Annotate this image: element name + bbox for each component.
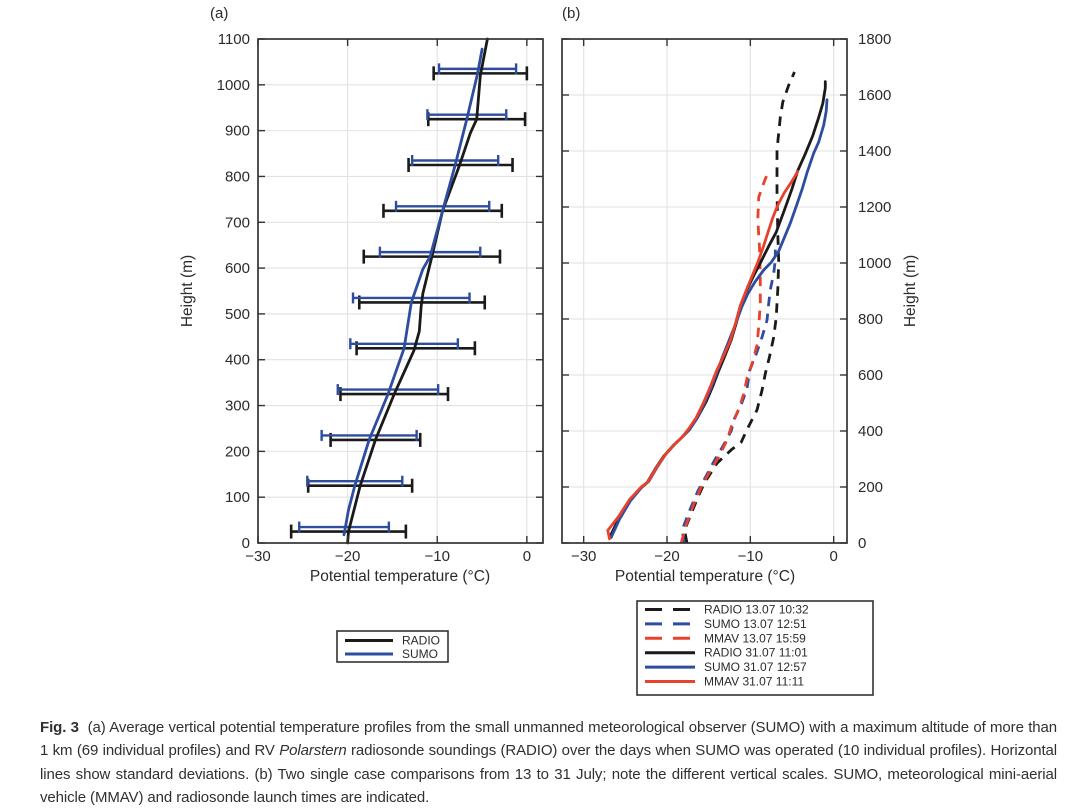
figure-caption: Fig. 3 (a) Average vertical potential te… — [40, 716, 1057, 810]
curve-mmav-31-07-11-11 — [606, 169, 800, 541]
y-tick-label: 0 — [858, 535, 866, 552]
y-tick-label: 400 — [225, 352, 250, 369]
panel-b: −30 −20 −10 0 0 200 400 600 800 1000 1200 1400 1600 1… — [561, 31, 891, 565]
y-tick-label: 600 — [858, 367, 883, 384]
figure-3-charts: −30 −20 −10 0 0 100 200 300 400 500 600 700 800 900 10… — [179, 5, 919, 696]
panel-a-xaxis-label: Potential temperature (°C) — [310, 568, 490, 585]
panel-b-xaxis-label: Potential temperature (°C) — [615, 568, 795, 585]
y-tick-label: 1800 — [858, 31, 891, 48]
y-tick-label: 1000 — [858, 255, 891, 272]
x-tick-label: −20 — [335, 548, 360, 565]
y-tick-label: 600 — [225, 260, 250, 277]
legend-label-mmav-31-07-11-11: MMAV 31.07 11:11 — [704, 675, 804, 689]
x-tick-label: −20 — [654, 548, 679, 565]
curve-sumo — [342, 47, 484, 537]
panel-a-label: (a) — [210, 5, 228, 22]
y-tick-label: 800 — [858, 311, 883, 328]
y-tick-label: 200 — [225, 443, 250, 460]
x-tick-label: −10 — [738, 548, 763, 565]
legend-label-radio-31-07-11-01: RADIO 31.07 11:01 — [704, 646, 808, 660]
y-tick-label: 400 — [858, 423, 883, 440]
caption-segment-bold: Fig. 3 — [40, 719, 79, 736]
legend-label-sumo-31-07-12-57: SUMO 31.07 12:57 — [704, 660, 807, 674]
caption-segment-italic: Polarstern — [279, 742, 347, 760]
caption-segment-normal: radiosonde soundings (RADIO) over the da… — [40, 742, 1057, 807]
caption-segment-normal: (a) Average vertical potential temperatu… — [40, 719, 1057, 760]
axes-border — [561, 38, 848, 544]
y-tick-label: 800 — [225, 168, 250, 185]
plot-background — [562, 39, 847, 543]
plot-background — [258, 39, 543, 543]
panel-b-label: (b) — [562, 5, 580, 22]
panel-a: −30 −20 −10 0 0 100 200 300 400 500 600 700 800 900 10… — [217, 31, 544, 565]
axes-border — [257, 38, 544, 544]
y-tick-label: 1000 — [217, 77, 250, 94]
curve-mmav-13-07-15-59 — [679, 172, 770, 544]
y-tick-label: 700 — [225, 214, 250, 231]
y-tick-label: 1100 — [218, 31, 250, 48]
legend-label-sumo: SUMO — [402, 647, 438, 661]
x-tick-label: −30 — [245, 548, 270, 565]
panel-b-yaxis-label: Height (m) — [902, 255, 919, 327]
legend-box — [336, 630, 449, 663]
y-tick-label: 300 — [225, 398, 250, 415]
y-tick-label: 900 — [225, 123, 250, 140]
x-tick-label: 0 — [523, 548, 531, 565]
x-tick-label: 0 — [829, 548, 837, 565]
legend-label-mmav-13-07-15-59: MMAV 13.07 15:59 — [704, 631, 806, 645]
y-tick-label: 0 — [242, 535, 250, 552]
y-tick-label: 1600 — [858, 87, 891, 104]
legend-box — [636, 600, 874, 696]
x-tick-label: −10 — [425, 548, 450, 565]
y-tick-label: 1400 — [858, 143, 891, 160]
y-tick-label: 500 — [225, 306, 250, 323]
legend-label-radio-13-07-10-32: RADIO 13.07 10:32 — [704, 603, 809, 617]
legend-label-radio: RADIO — [402, 634, 440, 648]
legend-label-sumo-13-07-12-51: SUMO 13.07 12:51 — [704, 617, 807, 631]
y-tick-label: 200 — [858, 479, 883, 496]
y-tick-label: 100 — [225, 489, 250, 506]
y-tick-label: 1200 — [858, 199, 891, 216]
panel-a-yaxis-label: Height (m) — [179, 255, 196, 327]
x-tick-label: −30 — [571, 548, 596, 565]
curve-radio — [346, 37, 489, 545]
